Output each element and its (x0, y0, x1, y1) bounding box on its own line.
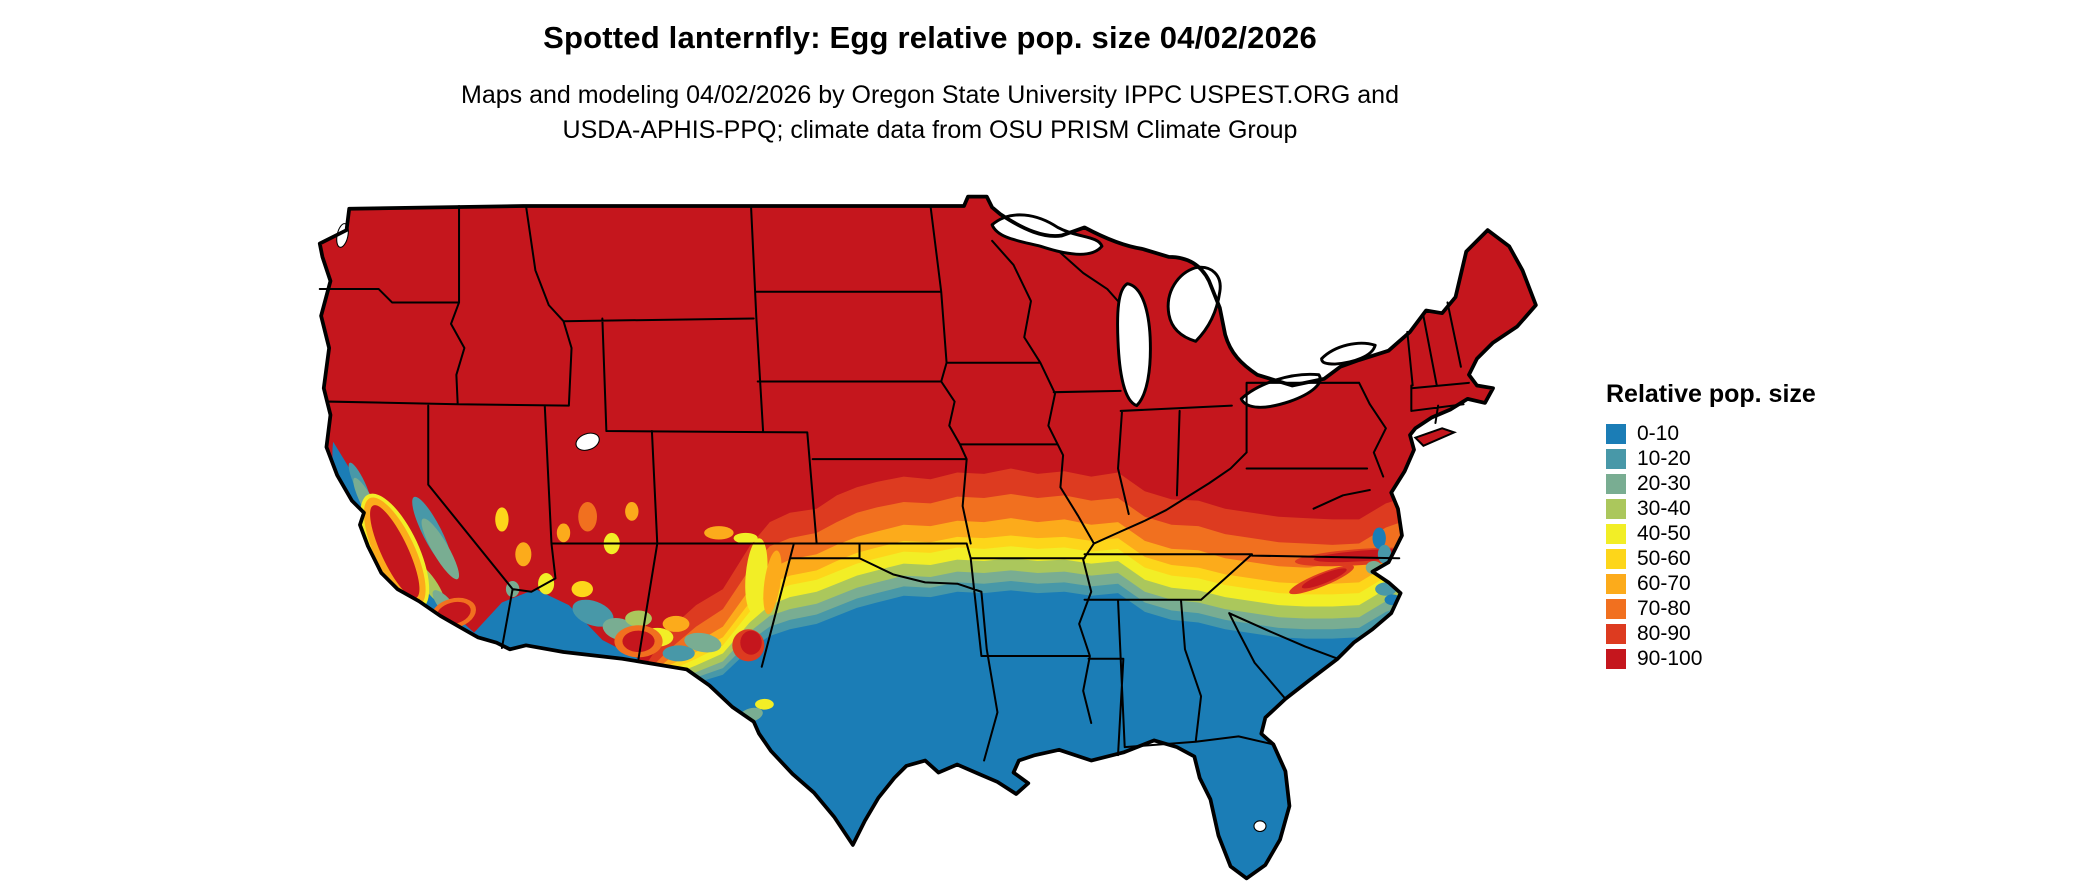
patch-az-teal (572, 599, 614, 627)
lake-okeechobee (1253, 820, 1267, 833)
legend-item: 40-50 (1606, 521, 1816, 546)
legend-item: 60-70 (1606, 571, 1816, 596)
patch-bigbend-yellow (755, 698, 774, 710)
patch-chesapeake-blue (1372, 527, 1386, 549)
subtitle-line-2: USDA-APHIS-PPQ; climate data from OSU PR… (562, 115, 1298, 144)
patch-az-yellowgreen (625, 610, 652, 627)
patch-nm-border-red (740, 630, 762, 655)
speckle-ut-1 (578, 502, 597, 532)
patch-nm-teal (662, 645, 695, 662)
speckle-co-1 (704, 526, 734, 540)
patch-az-orange (662, 615, 690, 632)
patch-central-valley-red (370, 505, 420, 599)
lake-michigan (1116, 282, 1152, 408)
us-outline (317, 194, 1538, 881)
speckle-nv-1 (495, 507, 509, 532)
legend-label: 50-60 (1637, 547, 1691, 570)
legend: Relative pop. size 0-10 10-20 20-30 30-4… (1606, 380, 1816, 671)
map-title: Spotted lanternfly: Egg relative pop. si… (543, 20, 1317, 55)
legend-swatch (1606, 473, 1626, 494)
patch-nm-green (684, 632, 722, 653)
legend-swatch (1606, 548, 1626, 569)
legend-swatch (1606, 598, 1626, 619)
speckle-nv-6 (571, 581, 593, 598)
spur-tn-nc-red (1301, 568, 1347, 589)
legend-item: 90-100 (1606, 646, 1816, 671)
long-island (1413, 427, 1457, 447)
legend-swatch (1606, 448, 1626, 469)
legend-swatch (1606, 573, 1626, 594)
patch-nm-valley-yellow (745, 538, 768, 614)
legend-item: 10-20 (1606, 446, 1816, 471)
legend-label: 60-70 (1637, 572, 1691, 595)
lake-huron (1166, 265, 1222, 343)
legend-swatch (1606, 498, 1626, 519)
speckle-nv-5 (556, 523, 571, 543)
speckle-co-2 (733, 532, 758, 544)
legend-swatch (1606, 423, 1626, 444)
legend-label: 10-20 (1637, 447, 1691, 470)
header: Spotted lanternfly: Egg relative pop. si… (300, 20, 1560, 147)
patch-nm-valley-orange (763, 550, 782, 615)
legend-item: 0-10 (1606, 421, 1816, 446)
legend-label: 30-40 (1637, 497, 1691, 520)
legend-label: 20-30 (1637, 472, 1691, 495)
legend-item: 70-80 (1606, 596, 1816, 621)
legend-label: 80-90 (1637, 622, 1691, 645)
legend-swatch (1606, 648, 1626, 669)
legend-item: 50-60 (1606, 546, 1816, 571)
legend-item: 30-40 (1606, 496, 1816, 521)
legend-label: 70-80 (1637, 597, 1691, 620)
legend-swatch (1606, 623, 1626, 644)
map-subtitle: Maps and modeling 04/02/2026 by Oregon S… (300, 78, 1560, 147)
us-map-svg (317, 194, 1538, 881)
subtitle-line-1: Maps and modeling 04/02/2026 by Oregon S… (461, 81, 1399, 109)
legend-swatch (1606, 523, 1626, 544)
state-borders (318, 205, 1470, 762)
legend-title: Relative pop. size (1606, 380, 1816, 408)
legend-item: 20-30 (1606, 471, 1816, 496)
legend-label: 40-50 (1637, 522, 1691, 545)
legend-label: 0-10 (1637, 422, 1680, 445)
patch-sierra-green (421, 518, 460, 580)
legend-items: 0-10 10-20 20-30 30-40 40-50 50-60 60-70 (1606, 421, 1816, 671)
speckle-nv-2 (515, 542, 532, 567)
legend-label: 90-100 (1637, 647, 1703, 670)
speckle-ut-3 (625, 502, 639, 521)
patch-se-az-red (622, 630, 655, 653)
great-salt-lake (575, 432, 600, 451)
us-map (301, 187, 1560, 884)
legend-item: 80-90 (1606, 621, 1816, 646)
